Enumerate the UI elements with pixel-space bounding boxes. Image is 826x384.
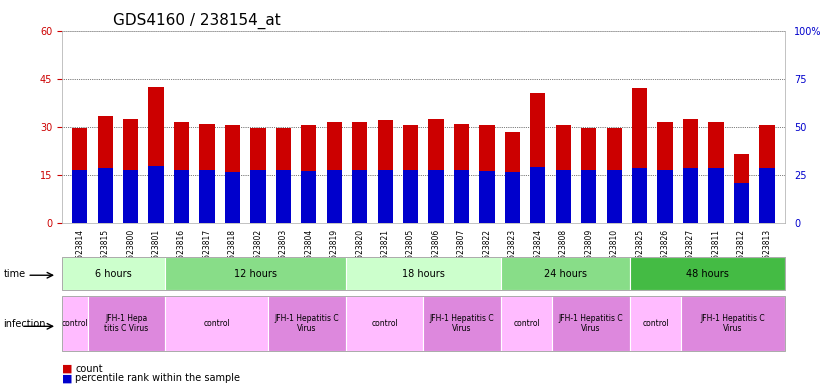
Bar [709, 168, 724, 223]
Bar [199, 170, 215, 223]
Bar [709, 122, 724, 223]
Bar [403, 125, 418, 223]
Bar [377, 120, 393, 223]
Bar [250, 170, 265, 223]
Bar [123, 170, 138, 223]
Bar [657, 170, 672, 223]
Bar [72, 128, 88, 223]
Text: control: control [513, 319, 540, 328]
Bar [632, 88, 648, 223]
Bar [377, 170, 393, 223]
Bar [505, 172, 520, 223]
Text: 24 hours: 24 hours [544, 268, 586, 279]
Bar [582, 128, 596, 223]
Bar [199, 124, 215, 223]
Bar [683, 119, 698, 223]
Bar [352, 170, 368, 223]
Text: 18 hours: 18 hours [402, 268, 444, 279]
Bar [352, 122, 368, 223]
Bar [733, 154, 749, 223]
Bar [759, 125, 775, 223]
Bar [632, 168, 648, 223]
Bar [582, 170, 596, 223]
Bar [149, 87, 164, 223]
Text: time: time [4, 268, 26, 279]
Bar [174, 170, 189, 223]
Text: ■: ■ [62, 364, 73, 374]
Bar [556, 125, 571, 223]
Text: JFH-1 Hepatitis C
Virus: JFH-1 Hepatitis C Virus [430, 314, 494, 333]
Bar [149, 166, 164, 223]
Bar [301, 125, 316, 223]
Text: 6 hours: 6 hours [95, 268, 132, 279]
Bar [733, 184, 749, 223]
Bar [606, 128, 622, 223]
Bar [225, 125, 240, 223]
Bar [606, 170, 622, 223]
Bar [453, 124, 469, 223]
Text: control: control [203, 319, 230, 328]
Bar [326, 170, 342, 223]
Text: GDS4160 / 238154_at: GDS4160 / 238154_at [112, 13, 280, 29]
Text: percentile rank within the sample: percentile rank within the sample [75, 373, 240, 383]
Bar [250, 128, 265, 223]
Text: infection: infection [3, 318, 45, 329]
Bar [530, 93, 545, 223]
Bar [530, 167, 545, 223]
Text: control: control [61, 319, 88, 328]
Bar [225, 172, 240, 223]
Bar [479, 125, 495, 223]
Bar [556, 170, 571, 223]
Text: JFH-1 Hepatitis C
Virus: JFH-1 Hepatitis C Virus [700, 314, 766, 333]
Text: count: count [75, 364, 102, 374]
Bar [505, 132, 520, 223]
Bar [683, 168, 698, 223]
Text: control: control [643, 319, 669, 328]
Bar [429, 170, 444, 223]
Bar [174, 122, 189, 223]
Bar [97, 116, 113, 223]
Bar [276, 128, 291, 223]
Bar [403, 170, 418, 223]
Text: control: control [371, 319, 398, 328]
Text: JFH-1 Hepatitis C
Virus: JFH-1 Hepatitis C Virus [275, 314, 339, 333]
Text: 48 hours: 48 hours [686, 268, 729, 279]
Bar [97, 168, 113, 223]
Bar [453, 170, 469, 223]
Bar [301, 171, 316, 223]
Text: JFH-1 Hepa
titis C Virus: JFH-1 Hepa titis C Virus [104, 314, 149, 333]
Text: JFH-1 Hepatitis C
Virus: JFH-1 Hepatitis C Virus [559, 314, 624, 333]
Bar [429, 119, 444, 223]
Bar [759, 168, 775, 223]
Bar [72, 170, 88, 223]
Bar [326, 122, 342, 223]
Bar [479, 171, 495, 223]
Bar [657, 122, 672, 223]
Text: ■: ■ [62, 373, 73, 383]
Bar [276, 170, 291, 223]
Bar [123, 119, 138, 223]
Text: 12 hours: 12 hours [234, 268, 277, 279]
